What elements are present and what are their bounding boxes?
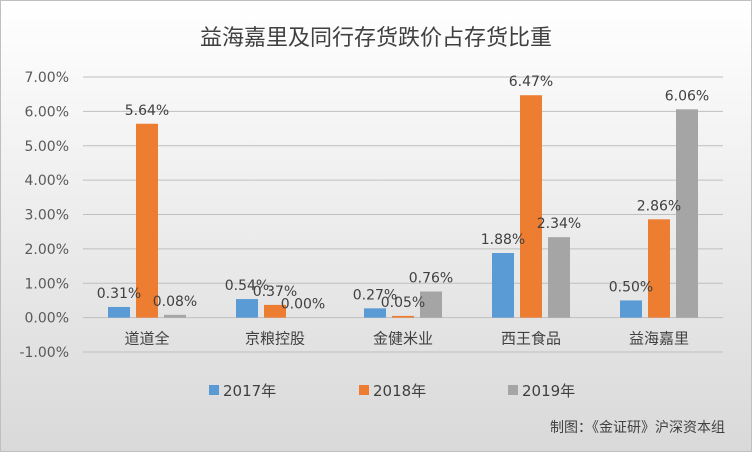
bar-data-label: 2.34% [537, 216, 581, 232]
bar [264, 304, 286, 318]
category-label: 京粮控股 [245, 330, 305, 348]
y-tick-label: 7.00% [25, 70, 69, 86]
bar-data-label: 0.37% [253, 284, 297, 300]
bar [676, 109, 698, 318]
legend-swatch [209, 385, 219, 395]
bar-data-label: 6.47% [509, 74, 553, 90]
legend-label: 2017年 [223, 382, 276, 400]
bar [492, 253, 514, 318]
bar [420, 291, 442, 318]
category-label: 西王食品 [501, 330, 561, 348]
y-tick-label: -1.00% [19, 345, 69, 361]
bars [108, 95, 698, 318]
y-tick-label: 1.00% [25, 276, 69, 292]
legend-label: 2019年 [522, 382, 575, 400]
legend-swatch [359, 385, 369, 395]
bar [520, 95, 542, 318]
bar [620, 300, 642, 318]
y-tick-label: 5.00% [25, 139, 69, 155]
legend: 2017年 2018年 2019年 [209, 382, 575, 400]
bar [108, 306, 130, 318]
bar-data-label: 5.64% [125, 103, 169, 119]
bar [364, 308, 386, 318]
y-tick-label: 3.00% [25, 208, 69, 224]
bar-data-label: 0.00% [281, 297, 325, 313]
bar-data-label: 0.76% [409, 271, 453, 287]
credit-text: 制图：《金证研》沪深资本组 [550, 420, 725, 436]
bar-data-label: 0.31% [97, 286, 141, 302]
category-label: 金健米业 [373, 330, 433, 348]
y-tick-label: 4.00% [25, 173, 69, 189]
category-label: 益海嘉里 [629, 330, 689, 348]
bar-data-label: 1.88% [481, 232, 525, 248]
bar-labels: 0.31% 5.64% 0.08% 0.54%0.37%0.00% 0.27%0.05%… [97, 74, 709, 312]
legend-swatch [508, 385, 518, 395]
category-label: 道道全 [124, 330, 169, 348]
category-labels: 道道全 京粮控股 金健米业 西王食品 益海嘉里 [124, 330, 689, 348]
bar [548, 237, 570, 318]
y-tick-label: 6.00% [25, 104, 69, 120]
bar [648, 219, 670, 318]
legend-label: 2018年 [373, 382, 426, 400]
bar-data-label: 0.08% [153, 294, 197, 310]
bar-data-label: 6.06% [665, 88, 709, 104]
bar-data-label: 0.27% [353, 287, 397, 303]
y-tick-label: 0.00% [25, 311, 69, 327]
y-axis-ticks: -1.00% 0.00% 1.00% 2.00% 3.00% 4.00% 5.00% 6.00… [19, 70, 69, 361]
bar-data-label: 2.86% [637, 198, 681, 214]
bar-data-label: 0.05% [381, 295, 425, 311]
bar-data-label: 0.54% [225, 278, 269, 294]
bar [164, 314, 186, 318]
chart-title: 益海嘉里及同行存货跌价占存货比重 [200, 26, 552, 51]
bar [236, 299, 258, 318]
y-tick-label: 2.00% [25, 242, 69, 258]
bar [392, 315, 414, 318]
bar-data-label: 0.50% [609, 279, 653, 295]
bar [136, 123, 158, 318]
